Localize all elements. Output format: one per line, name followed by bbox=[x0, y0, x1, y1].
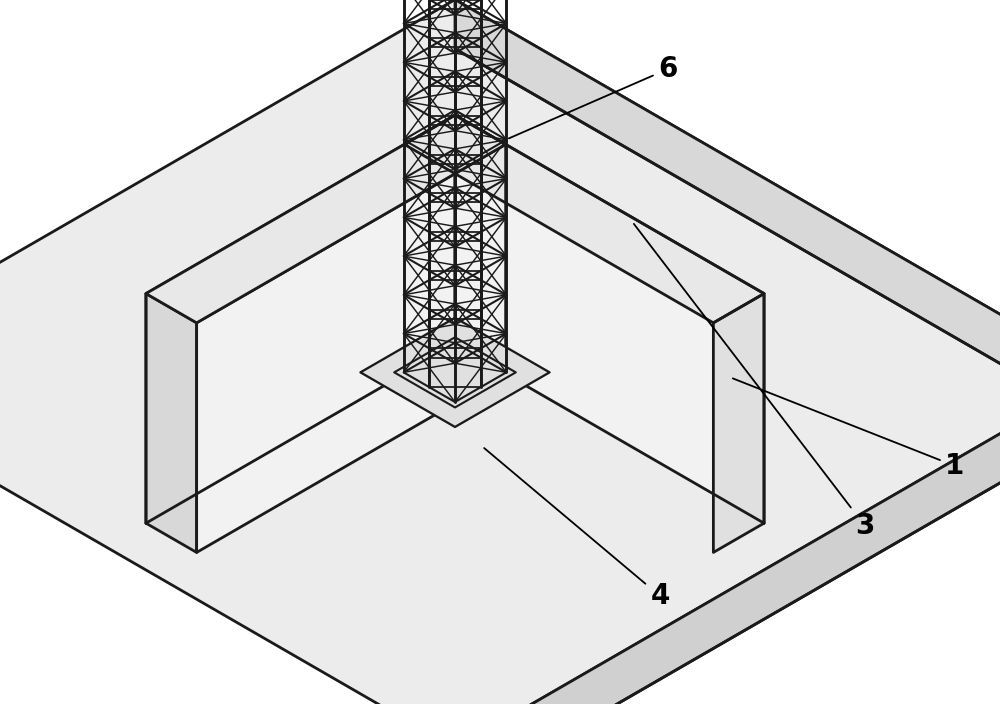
Polygon shape bbox=[197, 144, 506, 553]
Polygon shape bbox=[713, 294, 764, 553]
Polygon shape bbox=[360, 318, 550, 427]
Polygon shape bbox=[455, 0, 1000, 423]
Polygon shape bbox=[146, 115, 506, 323]
Polygon shape bbox=[455, 115, 764, 523]
Polygon shape bbox=[404, 115, 764, 323]
Text: 4: 4 bbox=[484, 448, 670, 610]
Text: 3: 3 bbox=[634, 224, 875, 540]
Polygon shape bbox=[146, 294, 197, 553]
Polygon shape bbox=[455, 374, 1000, 704]
Text: 6: 6 bbox=[509, 55, 678, 139]
Text: 1: 1 bbox=[733, 379, 965, 480]
Polygon shape bbox=[146, 115, 455, 523]
